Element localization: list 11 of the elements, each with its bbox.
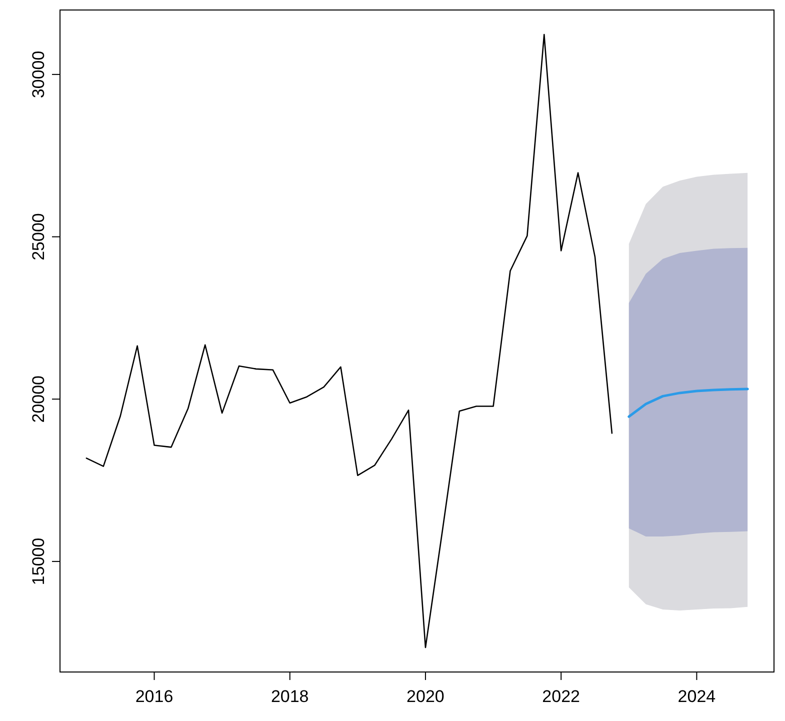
y-tick-label: 20000 [29, 375, 48, 423]
line-series [628, 388, 749, 418]
y-tick-label: 25000 [29, 213, 48, 260]
y-tick-label: 30000 [29, 50, 48, 98]
x-tick-label: 2022 [542, 687, 580, 706]
x-tick-label: 2020 [406, 687, 444, 706]
x-tick-label: 2024 [678, 687, 716, 706]
x-tick-label: 2018 [270, 687, 309, 706]
y-tick-label: 15000 [29, 538, 48, 586]
x-tick-label: 2016 [135, 687, 174, 706]
line-series [86, 34, 613, 648]
